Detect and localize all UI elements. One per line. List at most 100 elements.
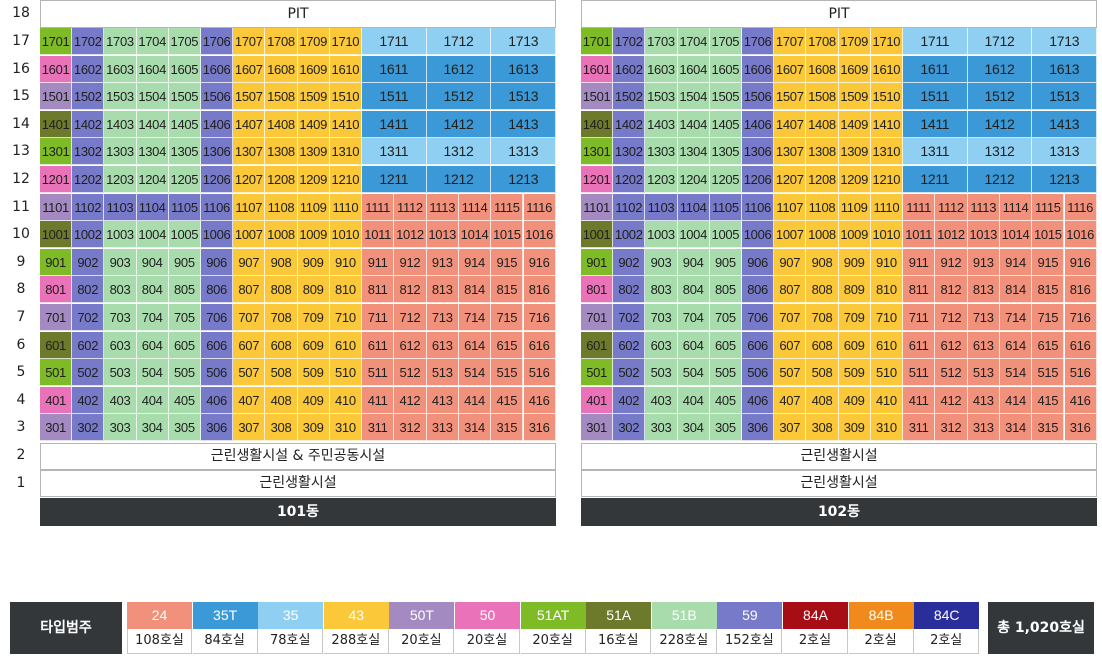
unit-cell[interactable]: 713	[426, 304, 459, 331]
unit-cell[interactable]: 916	[523, 248, 556, 276]
unit-cell[interactable]: 1116	[523, 193, 556, 221]
unit-cell[interactable]: 410	[870, 386, 903, 414]
unit-cell[interactable]: 707	[774, 304, 807, 331]
unit-cell[interactable]: 1609	[297, 55, 330, 83]
unit-cell[interactable]: 1603	[104, 55, 137, 83]
unit-cell[interactable]: 1004	[677, 221, 710, 249]
unit-cell[interactable]: 1010	[870, 221, 903, 249]
unit-cell[interactable]: 1411	[362, 110, 427, 138]
unit-cell[interactable]: 910	[329, 248, 362, 276]
unit-cell[interactable]: 603	[645, 331, 678, 359]
unit-cell[interactable]: 1601	[581, 55, 614, 83]
unit-cell[interactable]: 1012	[394, 221, 427, 249]
unit-cell[interactable]: 1706	[201, 28, 234, 55]
unit-cell[interactable]: 711	[903, 304, 936, 331]
unit-cell[interactable]: 1504	[136, 83, 169, 111]
unit-cell[interactable]: 410	[329, 386, 362, 414]
unit-cell[interactable]: 1711	[903, 28, 968, 55]
unit-cell[interactable]: 1013	[426, 221, 459, 249]
unit-cell[interactable]: 402	[613, 386, 646, 414]
unit-cell[interactable]: 909	[838, 248, 871, 276]
unit-cell[interactable]: 405	[168, 386, 201, 414]
unit-cell[interactable]: 1110	[870, 193, 903, 221]
unit-cell[interactable]: 803	[645, 276, 678, 304]
unit-cell[interactable]: 1307	[774, 138, 807, 166]
unit-cell[interactable]: 406	[201, 386, 234, 414]
unit-cell[interactable]: 1407	[774, 110, 807, 138]
unit-cell[interactable]: 1211	[903, 166, 968, 193]
unit-cell[interactable]: 710	[329, 304, 362, 331]
unit-cell[interactable]: 313	[967, 414, 1000, 442]
unit-cell[interactable]: 304	[677, 414, 710, 442]
unit-cell[interactable]: 602	[72, 331, 105, 359]
unit-cell[interactable]: 701	[40, 304, 73, 331]
unit-cell[interactable]: 1016	[523, 221, 556, 249]
unit-cell[interactable]: 1403	[645, 110, 678, 138]
unit-cell[interactable]: 915	[1032, 248, 1065, 276]
unit-cell[interactable]: 316	[1064, 414, 1097, 442]
unit-cell[interactable]: 714	[458, 304, 492, 331]
unit-cell[interactable]: 503	[645, 359, 678, 387]
unit-cell[interactable]: 1013	[967, 221, 1000, 249]
unit-cell[interactable]: 1512	[967, 83, 1033, 111]
unit-cell[interactable]: 501	[40, 359, 73, 387]
unit-cell[interactable]: 1205	[168, 166, 201, 193]
unit-cell[interactable]: 1608	[265, 55, 298, 83]
unit-cell[interactable]: 716	[523, 304, 556, 331]
unit-cell[interactable]: 616	[1064, 331, 1097, 359]
unit-cell[interactable]: 1105	[709, 193, 742, 221]
unit-cell[interactable]: 301	[40, 414, 73, 442]
unit-cell[interactable]: 712	[394, 304, 427, 331]
unit-cell[interactable]: 1710	[329, 28, 362, 55]
unit-cell[interactable]: 1012	[935, 221, 968, 249]
unit-cell[interactable]: 516	[523, 359, 556, 387]
unit-cell[interactable]: 1311	[362, 138, 427, 166]
unit-cell[interactable]: 1502	[72, 83, 105, 111]
unit-cell[interactable]: 911	[362, 248, 395, 276]
unit-cell[interactable]: 1404	[136, 110, 169, 138]
unit-cell[interactable]: 804	[677, 276, 710, 304]
unit-cell[interactable]: 1006	[742, 221, 775, 249]
unit-cell[interactable]: 715	[1032, 304, 1065, 331]
unit-cell[interactable]: 1213	[491, 166, 557, 193]
unit-cell[interactable]: 614	[999, 331, 1033, 359]
unit-cell[interactable]: 408	[806, 386, 839, 414]
unit-cell[interactable]: 1711	[362, 28, 427, 55]
unit-cell[interactable]: 906	[201, 248, 234, 276]
unit-cell[interactable]: 1702	[72, 28, 105, 55]
unit-cell[interactable]: 403	[104, 386, 137, 414]
unit-cell[interactable]: 412	[935, 386, 968, 414]
unit-cell[interactable]: 1407	[233, 110, 266, 138]
unit-cell[interactable]: 312	[394, 414, 427, 442]
unit-cell[interactable]: 303	[645, 414, 678, 442]
unit-cell[interactable]: 1511	[362, 83, 427, 111]
unit-cell[interactable]: 411	[362, 386, 395, 414]
unit-cell[interactable]: 1508	[806, 83, 839, 111]
unit-cell[interactable]: 1001	[581, 221, 614, 249]
unit-cell[interactable]: 1201	[40, 166, 73, 193]
unit-cell[interactable]: 1601	[40, 55, 73, 83]
unit-cell[interactable]: 1005	[168, 221, 201, 249]
unit-cell[interactable]: 414	[999, 386, 1033, 414]
unit-cell[interactable]: 812	[935, 276, 968, 304]
unit-cell[interactable]: 1513	[491, 83, 557, 111]
unit-cell[interactable]: 515	[1032, 359, 1065, 387]
unit-cell[interactable]: 409	[297, 386, 330, 414]
unit-cell[interactable]: 1413	[491, 110, 557, 138]
unit-cell[interactable]: 808	[806, 276, 839, 304]
unit-cell[interactable]: 810	[329, 276, 362, 304]
unit-cell[interactable]: 502	[613, 359, 646, 387]
unit-cell[interactable]: 502	[72, 359, 105, 387]
unit-cell[interactable]: 1210	[870, 166, 903, 193]
unit-cell[interactable]: 1513	[1032, 83, 1098, 111]
unit-cell[interactable]: 816	[1064, 276, 1097, 304]
unit-cell[interactable]: 1604	[677, 55, 710, 83]
unit-cell[interactable]: 1007	[233, 221, 266, 249]
unit-cell[interactable]: 1111	[903, 193, 936, 221]
unit-cell[interactable]: 1312	[967, 138, 1033, 166]
unit-cell[interactable]: 909	[297, 248, 330, 276]
unit-cell[interactable]: 1509	[297, 83, 330, 111]
unit-cell[interactable]: 1201	[581, 166, 614, 193]
unit-cell[interactable]: 409	[838, 386, 871, 414]
unit-cell[interactable]: 911	[903, 248, 936, 276]
